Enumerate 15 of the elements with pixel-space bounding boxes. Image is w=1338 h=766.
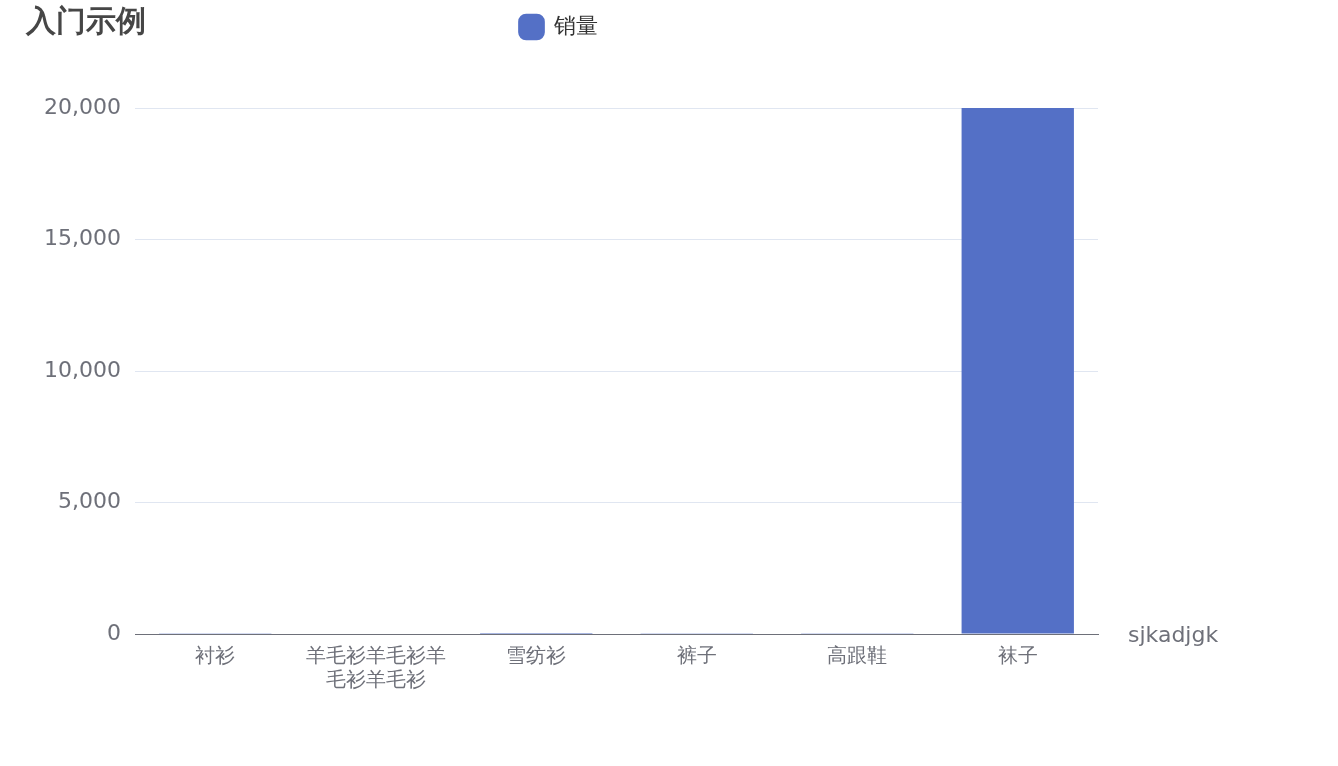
- x-tick-label: 羊毛衫羊毛衫羊毛衫羊毛衫: [305, 643, 446, 692]
- bar: [961, 108, 1074, 634]
- y-tick-label: 20,000: [44, 93, 121, 119]
- x-axis-title: sjkadjgk: [1128, 621, 1219, 647]
- x-tick-label: 裤子: [676, 643, 717, 668]
- x-tick-label: 高跟鞋: [827, 643, 888, 668]
- chart-title: 入门示例: [25, 2, 146, 38]
- y-tick-label: 15,000: [44, 225, 121, 251]
- y-tick-label: 5,000: [58, 488, 121, 514]
- legend-label: 销量: [552, 12, 598, 38]
- y-tick-label: 10,000: [44, 356, 121, 382]
- y-tick-label: 0: [107, 619, 121, 645]
- x-tick-label: 袜子: [997, 643, 1038, 668]
- x-tick-label: 衬衫: [195, 643, 236, 668]
- x-tick-label: 雪纺衫: [506, 643, 567, 668]
